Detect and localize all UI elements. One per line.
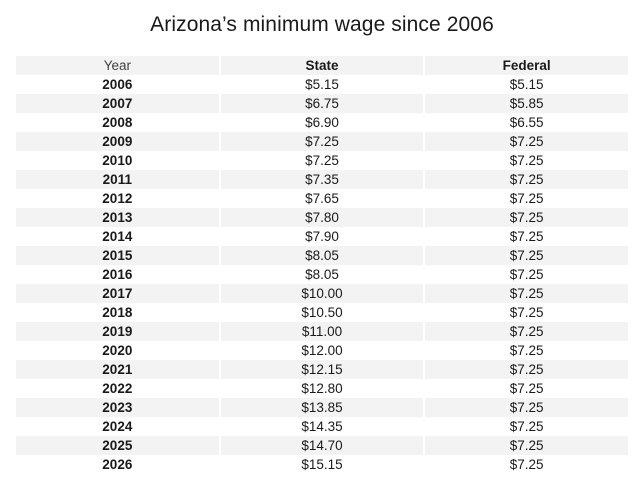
federal-value-cell: $5.85 xyxy=(425,94,628,113)
year-cell: 2021 xyxy=(16,360,219,379)
year-cell: 2011 xyxy=(16,170,219,189)
header-row: Year State Federal xyxy=(16,56,628,75)
state-value-cell: $6.75 xyxy=(220,94,424,113)
column-header-year: Year xyxy=(16,56,219,75)
table-header: Year State Federal xyxy=(16,56,628,75)
year-cell: 2014 xyxy=(102,229,133,244)
year-cell: 2007 xyxy=(16,94,219,113)
table-row: 2014 $7.90 $7.25 xyxy=(16,227,628,246)
table-row: 2013 $7.80 $7.25 xyxy=(16,208,628,227)
state-value-cell: $13.85 xyxy=(220,398,424,417)
state-value-cell: $10.00 xyxy=(220,284,424,303)
state-value-cell: $6.90 xyxy=(305,115,339,130)
chart-title: Arizona’s minimum wage since 2006 xyxy=(150,13,494,36)
federal-value-cell: $6.55 xyxy=(509,115,544,130)
table-row: 2021 $12.15 $7.25 xyxy=(16,360,628,379)
state-value-cell: $12.80 xyxy=(301,381,343,396)
federal-value-cell: $5.15 xyxy=(509,77,544,92)
year-cell: 2009 xyxy=(16,132,219,151)
state-value-cell: $7.90 xyxy=(305,229,339,244)
state-value-cell: $7.25 xyxy=(220,132,424,151)
year-cell: 2022 xyxy=(102,381,133,396)
federal-value-cell: $7.25 xyxy=(509,153,544,168)
state-value-cell: $8.05 xyxy=(220,246,424,265)
federal-value-cell: $7.25 xyxy=(509,191,544,206)
federal-value-cell: $7.25 xyxy=(425,208,628,227)
state-value-cell: $7.35 xyxy=(220,170,424,189)
federal-value-cell: $7.25 xyxy=(509,457,544,472)
year-cell: 2026 xyxy=(102,457,133,472)
table-container: Year State Federal 2006 $5.15 $5.15 2007… xyxy=(0,56,644,474)
year-cell: 2015 xyxy=(16,246,219,265)
column-header-federal: Federal xyxy=(425,56,628,75)
federal-value-cell: $7.25 xyxy=(425,360,628,379)
table-row: 2025 $14.70 $7.25 xyxy=(16,436,628,455)
state-value-cell: $12.00 xyxy=(301,343,343,358)
federal-value-cell: $7.25 xyxy=(425,398,628,417)
federal-value-cell: $7.25 xyxy=(509,267,544,282)
year-cell: 2018 xyxy=(102,305,133,320)
state-value-cell: $7.25 xyxy=(305,153,339,168)
state-value-cell: $10.50 xyxy=(301,305,343,320)
year-cell: 2008 xyxy=(102,115,133,130)
federal-value-cell: $7.25 xyxy=(425,436,628,455)
table-row: 2017 $10.00 $7.25 xyxy=(16,284,628,303)
table-row: 2016 $8.05 $7.25 xyxy=(16,265,628,284)
table-row: 2012 $7.65 $7.25 xyxy=(16,189,628,208)
federal-value-cell: $7.25 xyxy=(509,419,544,434)
table-row: 2024 $14.35 $7.25 xyxy=(16,417,628,436)
state-value-cell: $14.35 xyxy=(301,419,343,434)
federal-value-cell: $7.25 xyxy=(425,322,628,341)
year-cell: 2006 xyxy=(102,77,133,92)
year-cell: 2023 xyxy=(16,398,219,417)
year-cell: 2016 xyxy=(102,267,133,282)
table-row: 2011 $7.35 $7.25 xyxy=(16,170,628,189)
table-row: 2010 $7.25 $7.25 xyxy=(16,151,628,170)
table-row: 2022 $12.80 $7.25 xyxy=(16,379,628,398)
state-value-cell: $15.15 xyxy=(301,457,343,472)
table-row: 2023 $13.85 $7.25 xyxy=(16,398,628,417)
wage-table: Year State Federal 2006 $5.15 $5.15 2007… xyxy=(14,56,630,474)
table-body: 2006 $5.15 $5.15 2007 $6.75 $5.85 2008 $… xyxy=(16,75,628,474)
year-cell: 2012 xyxy=(102,191,133,206)
federal-value-cell: $7.25 xyxy=(425,246,628,265)
federal-value-cell: $7.25 xyxy=(509,343,544,358)
table-row: 2020 $12.00 $7.25 xyxy=(16,341,628,360)
table-row: 2026 $15.15 $7.25 xyxy=(16,455,628,474)
federal-value-cell: $7.25 xyxy=(425,170,628,189)
year-cell: 2020 xyxy=(102,343,133,358)
state-value-cell: $8.05 xyxy=(305,267,339,282)
table-row: 2009 $7.25 $7.25 xyxy=(16,132,628,151)
state-value-cell: $7.80 xyxy=(220,208,424,227)
column-header-state: State xyxy=(220,56,424,75)
state-value-cell: $7.65 xyxy=(305,191,339,206)
federal-value-cell: $7.25 xyxy=(509,381,544,396)
federal-value-cell: $7.25 xyxy=(509,305,544,320)
federal-value-cell: $7.25 xyxy=(425,132,628,151)
table-row: 2018 $10.50 $7.25 xyxy=(16,303,628,322)
table-row: 2015 $8.05 $7.25 xyxy=(16,246,628,265)
year-cell: 2024 xyxy=(102,419,133,434)
state-value-cell: $14.70 xyxy=(220,436,424,455)
table-row: 2008 $6.90 $6.55 xyxy=(16,113,628,132)
table-row: 2007 $6.75 $5.85 xyxy=(16,94,628,113)
year-cell: 2013 xyxy=(16,208,219,227)
year-cell: 2010 xyxy=(102,153,133,168)
federal-value-cell: $7.25 xyxy=(425,284,628,303)
year-cell: 2019 xyxy=(16,322,219,341)
state-value-cell: $12.15 xyxy=(220,360,424,379)
year-cell: 2025 xyxy=(16,436,219,455)
state-value-cell: $5.15 xyxy=(305,77,339,92)
year-cell: 2017 xyxy=(16,284,219,303)
table-row: 2006 $5.15 $5.15 xyxy=(16,75,628,94)
state-value-cell: $11.00 xyxy=(220,322,424,341)
federal-value-cell: $7.25 xyxy=(509,229,544,244)
table-row: 2019 $11.00 $7.25 xyxy=(16,322,628,341)
